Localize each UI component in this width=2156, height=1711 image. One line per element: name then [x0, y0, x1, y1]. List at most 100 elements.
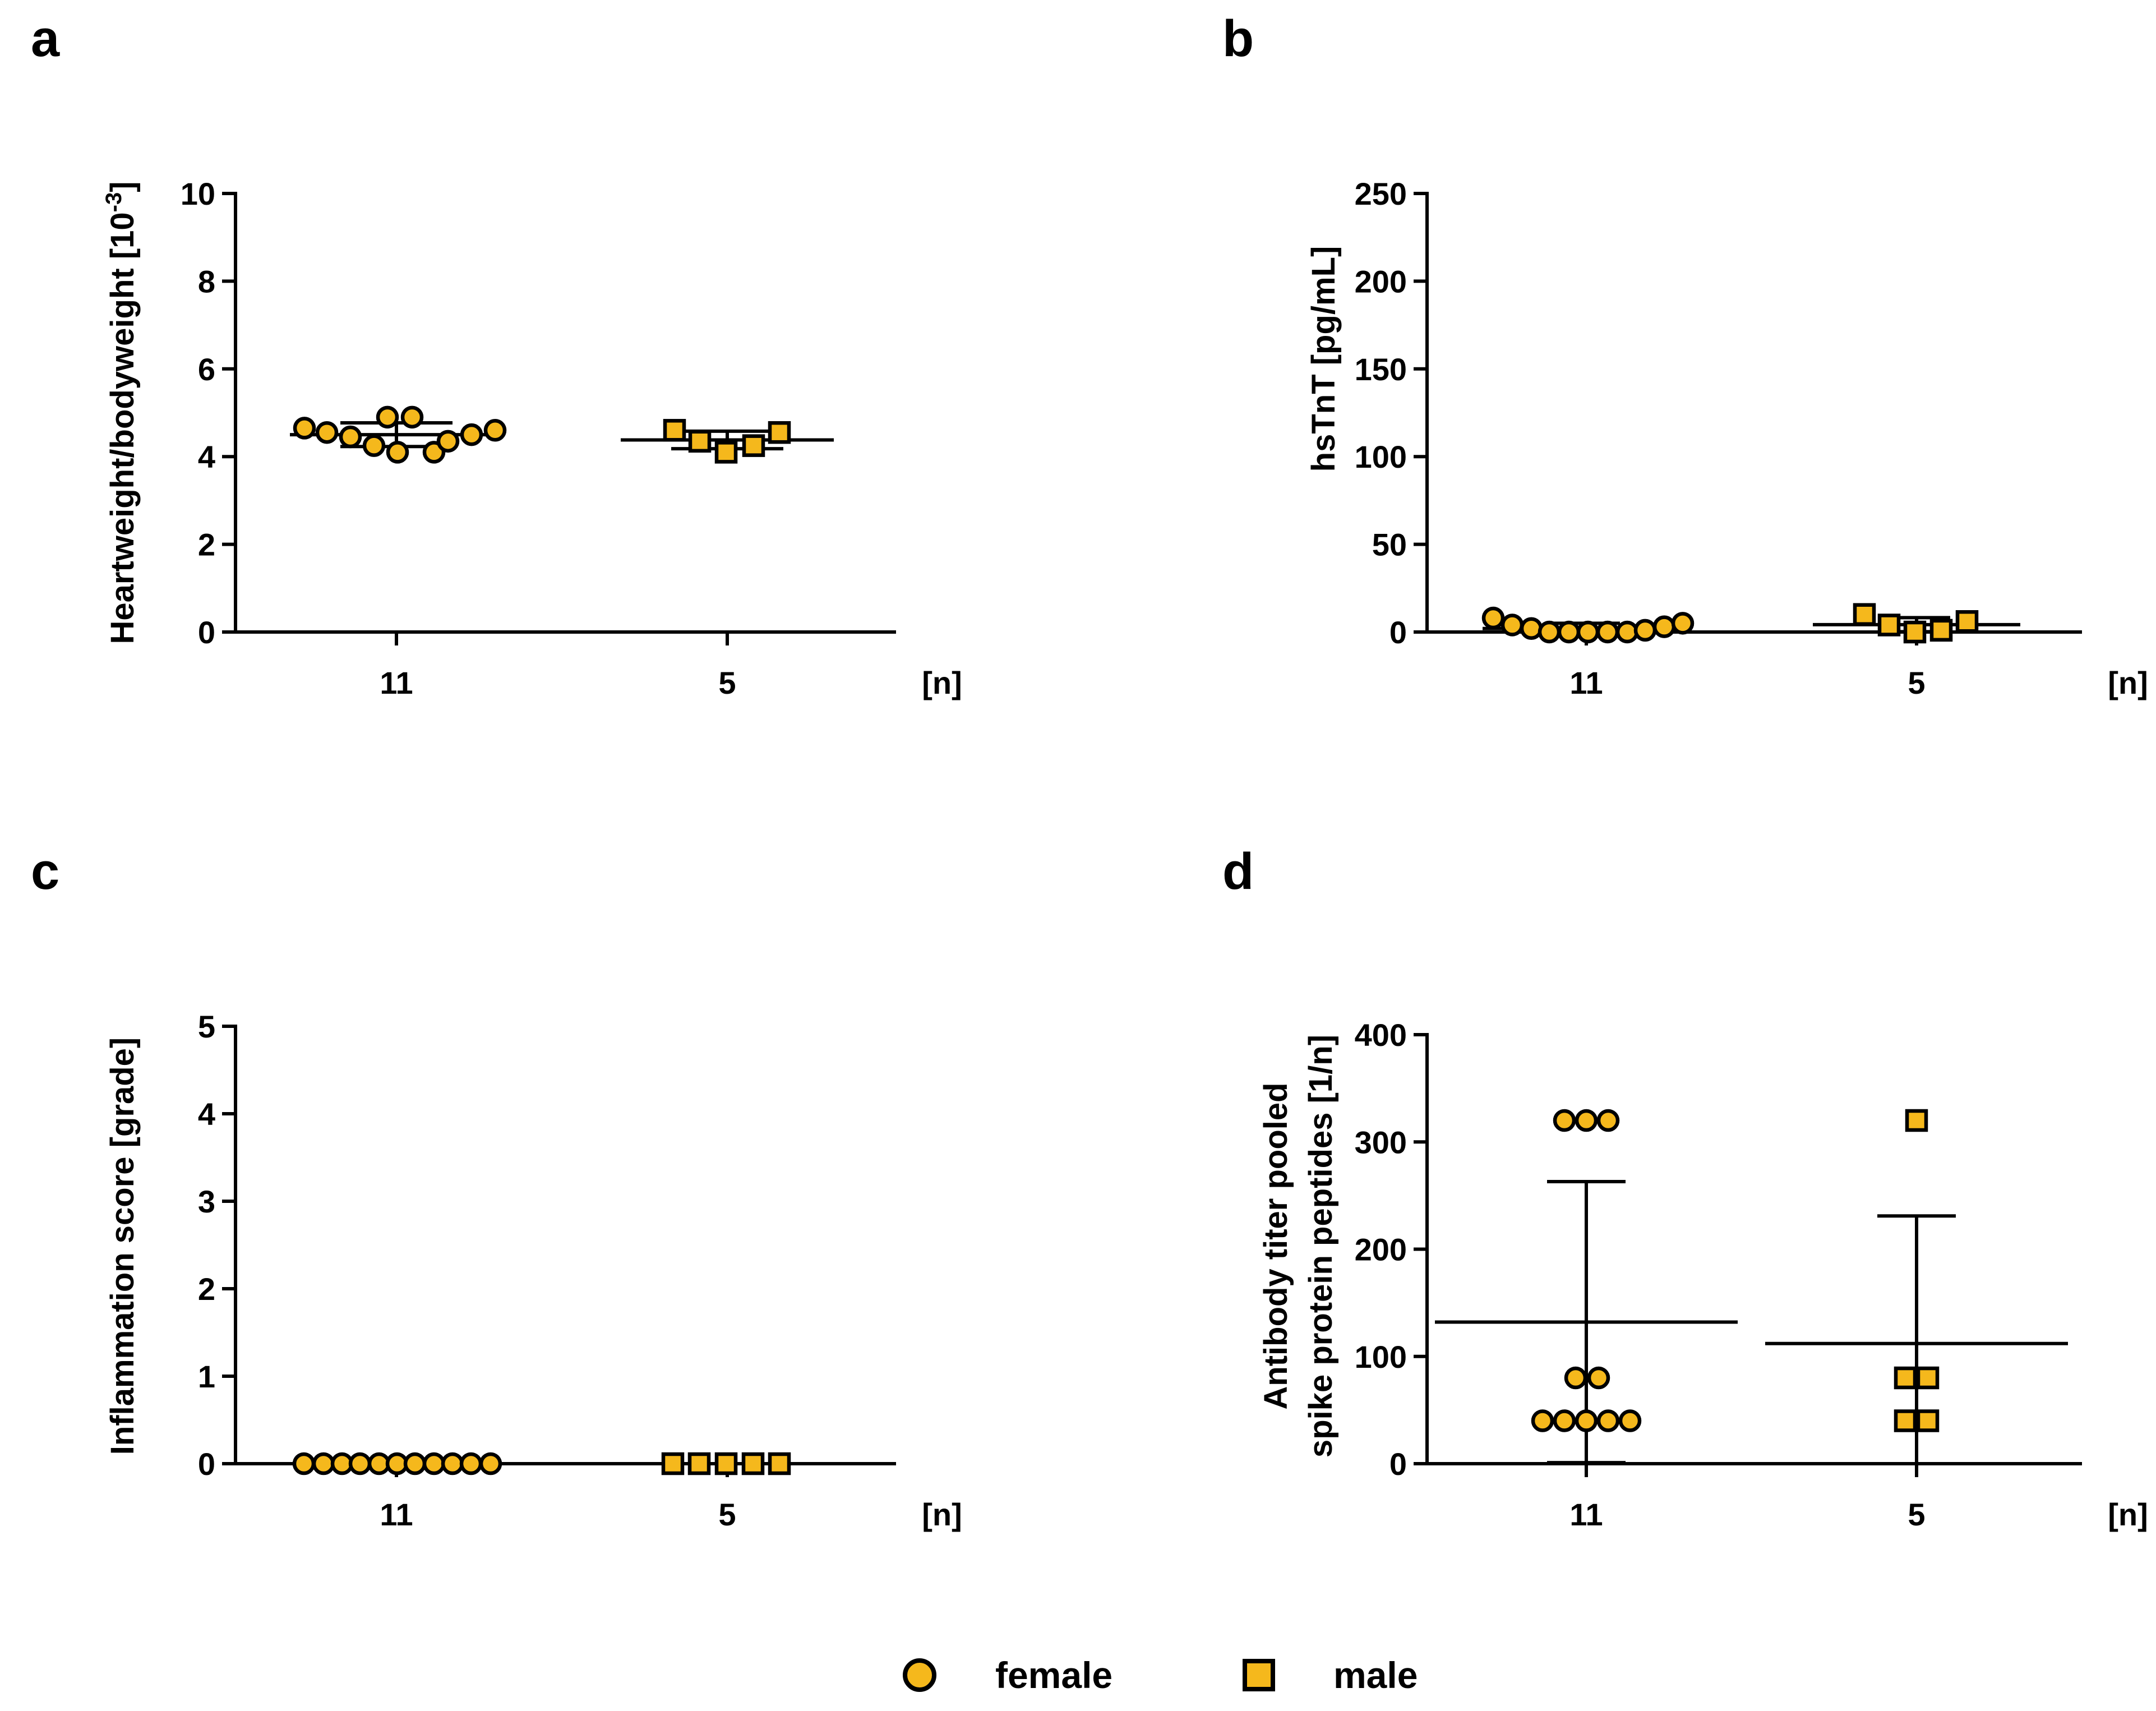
data-point-female: [483, 419, 507, 442]
y-tick-label: 100: [1355, 1339, 1407, 1375]
y-tick-label: 6: [198, 352, 215, 387]
data-point-female: [1531, 1409, 1554, 1432]
x-axis-label: [n]: [2108, 1497, 2148, 1532]
x-tick-label: 5: [718, 1497, 736, 1532]
y-tick-label: 2: [198, 1271, 215, 1307]
x-axis-label: [n]: [922, 1497, 962, 1532]
data-point-male: [687, 1452, 711, 1475]
data-point-female: [1615, 620, 1639, 644]
panel-d-chart: 0 100 200 300 400 11 5 [n] Antibody titer pooled…: [1258, 1017, 2148, 1532]
data-point-female: [312, 1452, 335, 1475]
data-point-female: [1596, 1109, 1620, 1132]
data-point-female: [376, 405, 399, 429]
data-point-male: [1894, 1366, 1917, 1390]
data-point-male: [714, 1452, 738, 1475]
y-tick-label: 10: [181, 176, 215, 211]
y-tick-label: 400: [1355, 1017, 1407, 1053]
panel-label-b: b: [1222, 10, 1254, 67]
panel-label-d: d: [1222, 843, 1254, 900]
data-point-female: [1564, 1366, 1587, 1390]
data-point-male: [1916, 1409, 1940, 1432]
data-point-female: [1481, 606, 1505, 630]
data-point-female: [436, 430, 460, 453]
x-tick-label: 11: [380, 665, 413, 700]
data-point-male: [1905, 1109, 1928, 1132]
legend-male-label: male: [1333, 1654, 1418, 1696]
y-axis-label-superscript: -3: [101, 192, 126, 213]
panel-c-chart: 0 1 2 3 4 5 11 5 [n] Inflammation score [grade]: [104, 1009, 962, 1532]
data-point-female: [1576, 620, 1600, 644]
data-point-female: [403, 1452, 427, 1475]
y-tick-label: 0: [198, 1446, 215, 1482]
data-point-female: [1553, 1409, 1576, 1432]
y-tick-label: 2: [198, 527, 215, 562]
data-point-female: [1557, 620, 1581, 644]
data-point-male: [1955, 610, 1979, 633]
y-tick-label: 250: [1355, 176, 1407, 211]
y-tick-label: 300: [1355, 1124, 1407, 1160]
y-tick-label: 4: [198, 439, 215, 474]
data-point-male: [688, 430, 712, 453]
data-point-female: [386, 441, 409, 464]
x-tick-label: 11: [1569, 1497, 1603, 1532]
data-point-male: [1916, 1366, 1940, 1390]
y-axis-label: Antibody titer pooled: [1258, 1082, 1294, 1409]
y-tick-label: 0: [198, 615, 215, 650]
legend-female-circle-icon: [903, 1658, 936, 1692]
panel-b-chart: 0 50 100 150 200 250 11 5 [n] hsTnT [pg/mL]: [1305, 176, 2148, 700]
panel-label-a: a: [31, 10, 60, 67]
y-axis-label-end: ]: [104, 181, 141, 192]
data-point-female: [339, 425, 362, 449]
data-point-male: [741, 1452, 765, 1475]
data-point-female: [460, 423, 483, 446]
data-point-male: [1894, 1409, 1917, 1432]
data-point-female: [1538, 620, 1561, 644]
data-point-male: [768, 421, 791, 444]
y-tick-label: 8: [198, 264, 215, 299]
data-point-male: [768, 1452, 791, 1475]
data-point-female: [1671, 612, 1695, 635]
data-point-female: [1618, 1409, 1642, 1432]
y-tick-label: 0: [1389, 1446, 1407, 1482]
legend-female-label: female: [995, 1654, 1112, 1696]
data-point-male: [1929, 619, 1953, 642]
y-tick-label: 100: [1355, 439, 1407, 474]
data-point-male: [1853, 603, 1876, 626]
y-axis-label: hsTnT [pg/mL]: [1305, 246, 1342, 472]
data-point-female: [1587, 1366, 1610, 1390]
data-point-female: [1575, 1109, 1598, 1132]
data-point-female: [1520, 617, 1543, 640]
y-tick-label: 50: [1372, 527, 1407, 562]
data-point-female: [315, 421, 339, 444]
panel-label-c: c: [31, 843, 59, 900]
y-tick-label: 200: [1355, 264, 1407, 299]
y-tick-label: 0: [1389, 615, 1407, 650]
data-point-female: [1501, 614, 1524, 637]
x-axis-label: [n]: [2108, 665, 2148, 700]
y-tick-label: 4: [198, 1096, 215, 1132]
data-point-female: [422, 1452, 446, 1475]
y-tick-label: 5: [198, 1009, 215, 1044]
data-point-male: [661, 1452, 685, 1475]
data-point-female: [479, 1452, 502, 1475]
data-point-female: [1652, 615, 1676, 638]
x-axis-label: [n]: [922, 665, 962, 700]
data-point-female: [1575, 1409, 1598, 1432]
data-point-male: [1903, 620, 1927, 644]
legend: female male: [903, 1654, 1418, 1696]
legend-male-square-icon: [1243, 1659, 1275, 1691]
x-tick-label: 11: [1569, 665, 1603, 700]
data-point-female: [348, 1452, 372, 1475]
y-axis-label: Inflammation score [grade]: [104, 1037, 141, 1455]
data-point-female: [292, 1452, 316, 1475]
data-point-female: [441, 1452, 464, 1475]
data-point-female: [459, 1452, 483, 1475]
data-point-female: [293, 417, 316, 440]
data-point-male: [742, 434, 765, 457]
x-tick-label: 5: [718, 665, 736, 700]
panel-a-chart: 0 2 4 6 8 10 11 5 [n] Heartweight/bodyweight [10-…: [101, 176, 962, 700]
y-tick-label: 1: [198, 1359, 215, 1394]
data-point-female: [1633, 619, 1657, 642]
data-point-male: [714, 441, 738, 464]
